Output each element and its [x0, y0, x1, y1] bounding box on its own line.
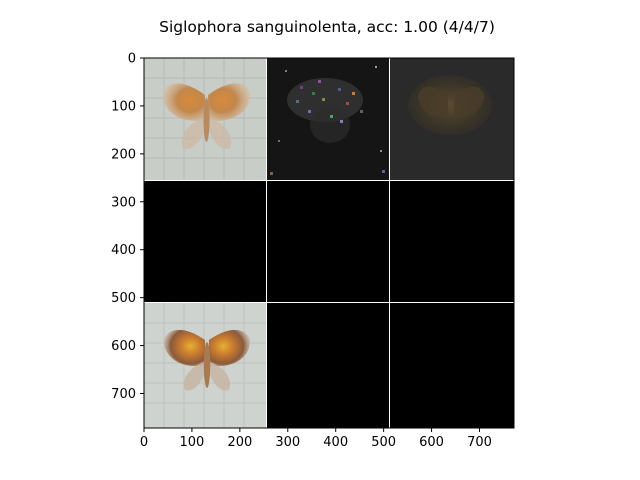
chart-title: Siglophora sanguinolenta, acc: 1.00 (4/4… [159, 18, 495, 36]
x-tick-label: 200 [227, 435, 252, 450]
moth-icon [162, 83, 251, 149]
cell-1-0 [144, 181, 266, 302]
y-axis: 0 100 200 300 400 500 600 700 [111, 52, 144, 402]
cell-separators [144, 58, 514, 428]
y-tick-label: 700 [111, 387, 136, 402]
cell-0-2 [390, 58, 514, 180]
y-tick-label: 500 [111, 291, 136, 306]
x-tick-label: 0 [140, 435, 148, 450]
cell-2-0 [144, 303, 266, 428]
y-tick-label: 600 [111, 339, 136, 354]
moth-silhouette [418, 86, 484, 117]
x-axis: 0 100 200 300 400 500 600 700 [140, 428, 492, 450]
plot-frame [143, 57, 515, 429]
x-tick-label: 700 [467, 435, 492, 450]
cell-0-0 [144, 58, 266, 180]
cell-2-2 [390, 303, 514, 428]
cell-0-1 [267, 58, 389, 180]
y-tick-label: 300 [111, 195, 136, 210]
y-tick-label: 100 [111, 99, 136, 114]
x-tick-label: 100 [180, 435, 205, 450]
x-tick-label: 600 [419, 435, 444, 450]
moth-icon [163, 329, 251, 391]
cell-1-2 [390, 181, 514, 302]
y-tick-label: 200 [111, 147, 136, 162]
x-tick-label: 500 [371, 435, 396, 450]
plot-area [143, 57, 515, 429]
y-tick-label: 0 [128, 52, 136, 67]
x-tick-label: 300 [275, 435, 300, 450]
cell-1-1 [267, 181, 389, 302]
x-tick-label: 400 [323, 435, 348, 450]
y-tick-label: 400 [111, 243, 136, 258]
attribution-noise [270, 66, 385, 175]
cell-2-1 [267, 303, 389, 428]
